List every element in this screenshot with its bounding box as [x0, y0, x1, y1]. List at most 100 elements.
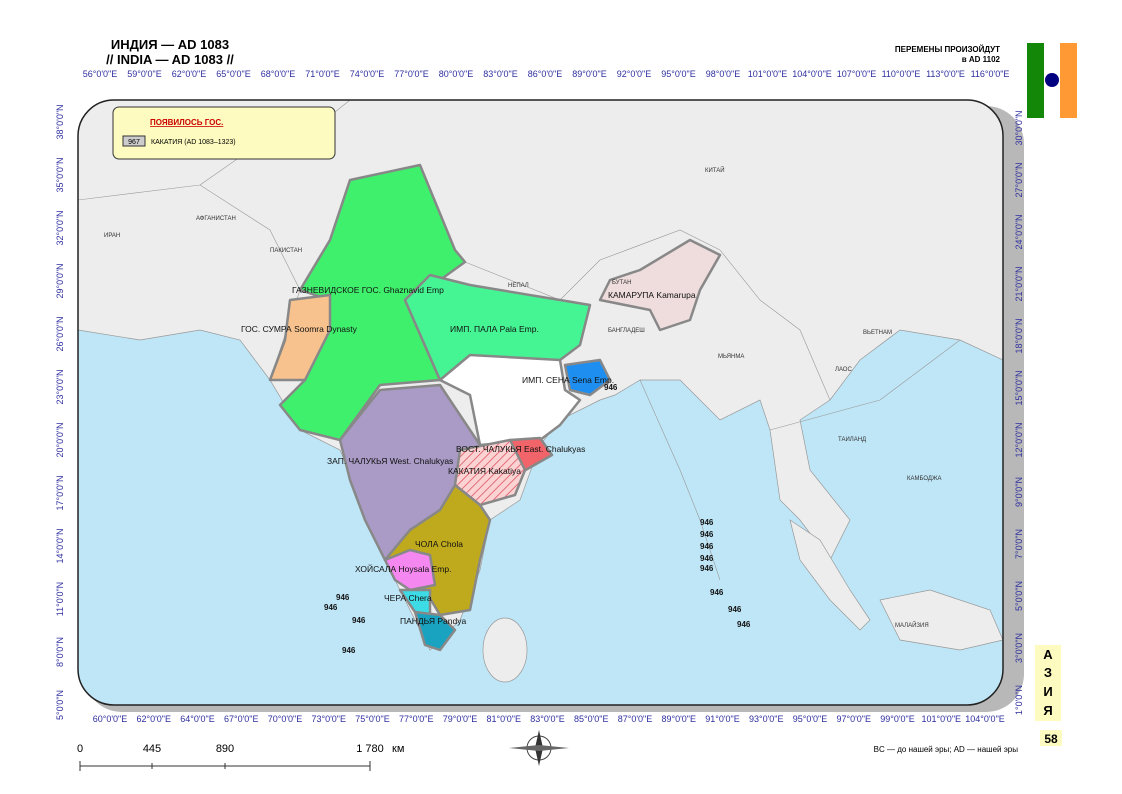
state-soomra	[268, 293, 332, 382]
axis-label: 86°0'0"E	[528, 69, 563, 79]
axis-label: 68°0'0"E	[261, 69, 296, 79]
state-label: ГОС. СУМРА Soomra Dynasty	[241, 324, 358, 334]
axis-label: 5°0'0"N	[55, 690, 65, 720]
axis-label: 27°0'0"N	[1014, 162, 1024, 197]
axis-label: 97°0'0"E	[836, 714, 871, 724]
axis-label: 74°0'0"E	[350, 69, 385, 79]
flag-chakra	[1045, 73, 1059, 87]
state-label: КАМАРУПА Kamarupa	[608, 290, 696, 300]
axis-label: 15°0'0"N	[1014, 370, 1024, 405]
axis-label: 3°0'0"N	[1014, 633, 1024, 663]
island-label: 946	[700, 542, 714, 551]
axis-label: 91°0'0"E	[705, 714, 740, 724]
title-en: // INDIA — AD 1083 //	[106, 52, 234, 67]
state-label: ИМП. ПАЛА Pala Emp.	[450, 324, 539, 334]
country-label: КАМБОДЖА	[907, 476, 942, 482]
legend-item: КАКАТИЯ (AD 1083–1323)	[151, 139, 236, 146]
state-label: ЧОЛА Chola	[415, 539, 463, 549]
axis-label: 64°0'0"E	[180, 714, 215, 724]
country-label: ИРАН	[104, 233, 120, 239]
changes-date: в AD 1102	[962, 55, 1001, 64]
axis-label: 5°0'0"N	[1014, 581, 1024, 611]
state-label: ЧЕРА Chera	[384, 593, 432, 603]
axis-label: 101°0'0"E	[748, 69, 788, 79]
flag-saffron	[1060, 43, 1077, 118]
island-label: 946	[700, 564, 714, 573]
changes: ПЕРЕМЕНЫ ПРОИЗОЙДУТ	[895, 45, 1000, 54]
compass	[509, 730, 569, 766]
flag-green	[1027, 43, 1044, 118]
axis-label: 95°0'0"E	[793, 714, 828, 724]
axis-label: 30°0'0"N	[1014, 110, 1024, 145]
axis-label: 38°0'0"N	[55, 104, 65, 139]
scale-label: 890	[216, 743, 234, 755]
country-label: ВЬЕТНАМ	[863, 330, 892, 336]
axis-label: 67°0'0"E	[224, 714, 259, 724]
axis-label: 107°0'0"E	[837, 69, 877, 79]
axis-label: 71°0'0"E	[305, 69, 340, 79]
axis-label: 89°0'0"E	[572, 69, 607, 79]
legend-title: ПОЯВИЛОСЬ ГОС.	[150, 118, 223, 127]
axis-label: 98°0'0"E	[706, 69, 741, 79]
island-label: 946	[700, 554, 714, 563]
scale-label: 1 780	[356, 743, 384, 755]
sri-lanka	[482, 617, 528, 683]
scale-unit: км	[392, 743, 404, 755]
island-label: 946	[737, 620, 751, 629]
state-pandya	[413, 610, 457, 652]
axis-label: 113°0'0"E	[926, 69, 965, 79]
axis-label: 83°0'0"E	[483, 69, 518, 79]
axis-label: 26°0'0"N	[55, 316, 65, 351]
state-label: ГАЗНЕВИДСКОЕ ГОС. Ghaznavid Emp	[292, 285, 444, 295]
country-label: АФГАНИСТАН	[196, 216, 236, 222]
axis-label: 62°0'0"E	[136, 714, 171, 724]
axis-label: 101°0'0"E	[921, 714, 961, 724]
island-label: 946	[700, 518, 714, 527]
axis-label: 1°0'0"N	[1014, 685, 1024, 715]
axis-label: 95°0'0"E	[661, 69, 696, 79]
island-label: 946	[352, 616, 366, 625]
footnote: BC — до нашей эры; AD — нашей эры	[874, 745, 1019, 754]
state-label: КАКАТИЯ Kakatiya	[448, 466, 521, 476]
axis-label: 81°0'0"E	[486, 714, 521, 724]
state-ghaznavid	[278, 163, 467, 442]
country-label: БАНГЛАДЕШ	[608, 328, 645, 334]
axis-label: 80°0'0"E	[439, 69, 474, 79]
axis-label: 18°0'0"N	[1014, 318, 1024, 353]
state-kamarupa	[598, 238, 722, 332]
axis-label: 56°0'0"E	[83, 69, 118, 79]
axis-label: 93°0'0"E	[749, 714, 784, 724]
side-letter: И	[1043, 684, 1052, 699]
page-number: 58	[1044, 732, 1058, 746]
legend-code: 967	[128, 139, 140, 146]
axis-label: 92°0'0"E	[617, 69, 652, 79]
axis-label: 116°0'0"E	[971, 69, 1010, 79]
axis-label: 75°0'0"E	[355, 714, 390, 724]
axis-label: 89°0'0"E	[661, 714, 696, 724]
country-label: БУТАН	[612, 280, 631, 286]
state-label: ПАНДЬЯ Pandya	[400, 616, 466, 626]
axis-label: 32°0'0"N	[55, 210, 65, 245]
axis-label: 104°0'0"E	[965, 714, 1005, 724]
scale-label: 445	[143, 743, 161, 755]
page-box	[1040, 730, 1062, 746]
country-label: ЛАОС	[835, 367, 852, 373]
island-label: 946	[700, 530, 714, 539]
country-label: ТАИЛАНД	[838, 437, 866, 443]
axis-label: 21°0'0"N	[1014, 266, 1024, 301]
scale-label: 0	[77, 743, 83, 755]
axis-label: 24°0'0"N	[1014, 214, 1024, 249]
axis-label: 79°0'0"E	[443, 714, 478, 724]
state-chola	[383, 483, 492, 617]
side-letter: Я	[1043, 703, 1052, 718]
axis-label: 11°0'0"N	[55, 582, 65, 616]
legend-box	[112, 106, 336, 160]
axis-label: 99°0'0"E	[880, 714, 915, 724]
side-letter: А	[1043, 647, 1053, 662]
axis-label: 8°0'0"N	[55, 637, 65, 667]
axis-label: 35°0'0"N	[55, 157, 65, 192]
island-label: 946	[336, 593, 350, 602]
region-white	[438, 353, 582, 447]
state-label: ЗАП. ЧАЛУКЬЯ West. Chalukyas	[327, 456, 453, 466]
axis-label: 59°0'0"E	[127, 69, 162, 79]
